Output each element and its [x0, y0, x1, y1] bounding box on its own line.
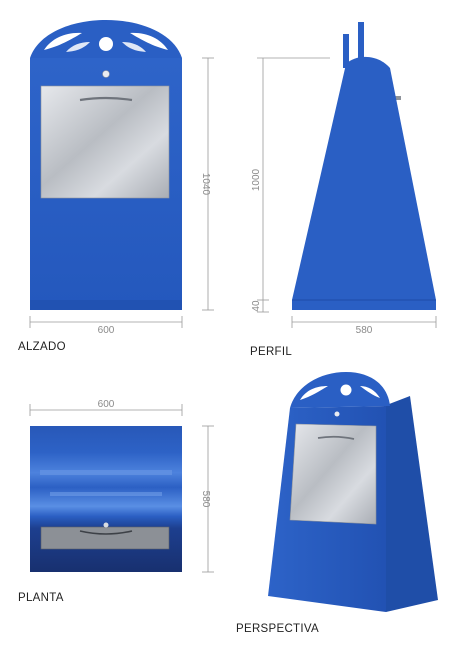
alzado-lock-icon: [102, 70, 110, 78]
perfil-handle-stub: [391, 96, 401, 100]
perfil-view: 1000 40 580 PERFIL: [250, 22, 437, 358]
perfil-post-back: [358, 22, 364, 66]
alzado-crest-cutout-mid-left: [66, 42, 90, 52]
perfil-width-dimension: 580: [356, 325, 373, 336]
alzado-label: ALZADO: [18, 341, 66, 353]
perspectiva-crest-hole: [340, 384, 352, 396]
perspectiva-crest-cutout-right: [360, 386, 380, 398]
perspectiva-steel-door: [289, 423, 377, 525]
planta-label: PLANTA: [18, 592, 64, 604]
perspectiva-lock-icon: [334, 411, 340, 417]
planta-steel-door: [40, 526, 170, 550]
perfil-label: PERFIL: [250, 346, 292, 358]
planta-highlight-band: [40, 470, 172, 475]
perspectiva-crest-cutout-left: [300, 386, 328, 400]
planta-door-handle: [79, 530, 133, 535]
alzado-crest-cutout-left: [44, 32, 82, 50]
alzado-steel-door: [40, 85, 170, 199]
alzado-view: 600 1040 ALZADO: [18, 20, 214, 353]
alzado-crest-hole: [99, 37, 113, 51]
perfil-height-dimension: 1000: [251, 168, 262, 191]
perspectiva-crest: [290, 372, 390, 408]
planta-depth-dimension: 580: [200, 491, 211, 508]
planta-lock-icon: [103, 522, 109, 528]
alzado-height-dimension: 1040: [200, 173, 211, 196]
perfil-post-front: [343, 34, 349, 68]
planta-body: [30, 426, 182, 572]
planta-highlight-band-2: [50, 492, 162, 496]
alzado-crest-cutout-mid-right: [122, 42, 146, 52]
alzado-door-handle: [79, 96, 133, 102]
alzado-crest-cutout-right: [130, 32, 168, 50]
alzado-base-strip: [30, 300, 182, 310]
perfil-body: [292, 56, 436, 310]
perfil-base-dimension: 40: [251, 300, 262, 312]
perspectiva-view: PERSPECTIVA: [236, 372, 438, 635]
perspectiva-label: PERSPECTIVA: [236, 623, 319, 635]
alzado-width-dimension: 600: [98, 325, 115, 336]
perspectiva-door-handle: [317, 435, 355, 440]
planta-width-dimension: 600: [98, 399, 115, 410]
planta-view: 600 580 PLANTA: [18, 399, 214, 604]
perspectiva-side-face: [384, 396, 438, 612]
